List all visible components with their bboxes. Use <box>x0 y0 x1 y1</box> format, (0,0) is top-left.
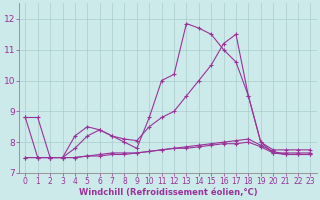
X-axis label: Windchill (Refroidissement éolien,°C): Windchill (Refroidissement éolien,°C) <box>78 188 257 197</box>
